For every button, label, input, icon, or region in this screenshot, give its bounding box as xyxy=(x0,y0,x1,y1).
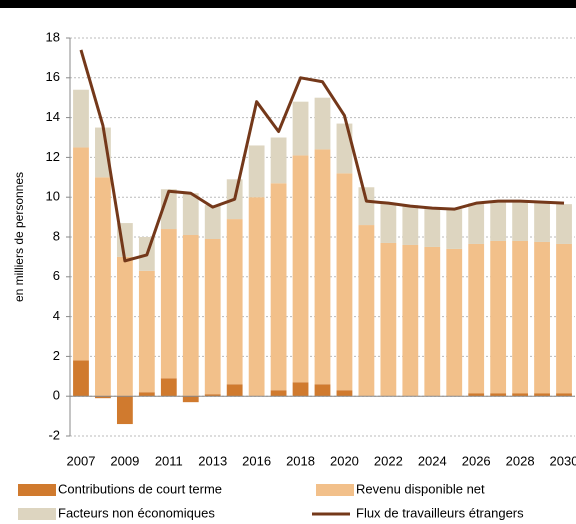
y-tick-label: 0 xyxy=(53,388,60,403)
x-tick-label: 2007 xyxy=(67,453,96,468)
x-tick-label: 2028 xyxy=(506,453,535,468)
bar-segment xyxy=(336,390,353,397)
bar-segment xyxy=(556,243,572,394)
bar-segment xyxy=(512,240,529,394)
bar-segment xyxy=(534,241,550,394)
bar-segment xyxy=(292,101,309,156)
x-tick-label: 2024 xyxy=(418,453,447,468)
top-rule xyxy=(0,0,576,8)
bar-segment xyxy=(468,243,485,394)
y-tick-label: 6 xyxy=(53,268,60,283)
x-tick-label: 2016 xyxy=(242,453,271,468)
legend-label: Facteurs non économiques xyxy=(58,505,215,520)
y-axis-label: en milliers de personnes xyxy=(12,172,26,302)
y-tick-label: 10 xyxy=(46,189,60,204)
bar-segment xyxy=(314,97,331,150)
x-tick-label: 2020 xyxy=(330,453,359,468)
legend-swatch xyxy=(18,508,56,520)
bar-segment xyxy=(160,378,177,397)
bar-segment xyxy=(95,177,111,397)
bar-segment xyxy=(95,396,111,399)
bar-segment xyxy=(73,360,89,397)
bar-segment xyxy=(534,202,550,242)
bar-segment xyxy=(204,205,221,239)
bar-segment xyxy=(204,238,221,395)
bar-segment xyxy=(402,244,419,397)
bar-segment xyxy=(380,242,397,397)
bar-segment xyxy=(270,183,287,391)
y-tick-label: 2 xyxy=(53,348,60,363)
bar-segment xyxy=(248,145,265,198)
x-tick-label: 2018 xyxy=(286,453,315,468)
x-tick-label: 2022 xyxy=(374,453,403,468)
bar-segment xyxy=(336,173,353,391)
bar-segment xyxy=(292,382,309,397)
bar-segment xyxy=(182,396,199,403)
bar-segment xyxy=(292,155,309,383)
x-tick-label: 2030 xyxy=(550,453,576,468)
bar-segment xyxy=(73,147,89,361)
y-tick-label: -2 xyxy=(48,427,60,442)
bar-segment xyxy=(358,225,375,397)
bar-segment xyxy=(424,246,441,397)
bar-segment xyxy=(358,187,375,226)
bar-segment xyxy=(73,89,89,148)
bar-segment xyxy=(556,204,572,244)
legend-label: Flux de travailleurs étrangers xyxy=(356,505,524,520)
y-tick-label: 4 xyxy=(53,308,60,323)
bar-segment xyxy=(204,394,221,397)
bar-segment xyxy=(446,248,463,397)
y-tick-label: 8 xyxy=(53,228,60,243)
line-series xyxy=(79,49,565,263)
bar-segment xyxy=(248,197,265,397)
bar-segment xyxy=(512,201,529,241)
bar-segment xyxy=(138,270,155,393)
legend-swatch xyxy=(18,484,56,496)
bar-segment xyxy=(182,235,199,397)
bar-segment xyxy=(490,240,507,394)
bar-segment xyxy=(160,229,177,379)
bar-segment xyxy=(182,193,199,236)
bar-segment xyxy=(490,201,507,241)
y-tick-label: 12 xyxy=(46,149,60,164)
bar-segment xyxy=(270,390,287,397)
x-tick-label: 2009 xyxy=(110,453,139,468)
bar-segment xyxy=(468,203,485,244)
bar-segment xyxy=(116,256,133,397)
bar-segment xyxy=(270,137,287,184)
y-tick-label: 18 xyxy=(46,29,60,44)
x-tick-label: 2026 xyxy=(462,453,491,468)
y-tick-label: 14 xyxy=(46,109,60,124)
bar-segment xyxy=(336,123,353,174)
bar-segment xyxy=(116,396,133,425)
bar-segment xyxy=(468,393,485,397)
bar-segment xyxy=(314,384,331,397)
bar-segment xyxy=(95,127,111,178)
bar-segment xyxy=(446,209,463,249)
bar-segment xyxy=(424,207,441,247)
bar-segment xyxy=(490,393,507,397)
bar-segment xyxy=(226,384,243,397)
y-tick-label: 16 xyxy=(46,69,60,84)
bar-segment xyxy=(226,219,243,385)
bar-segment xyxy=(534,393,550,397)
bar-segment xyxy=(314,149,331,385)
legend-label: Contributions de court terme xyxy=(58,481,222,496)
bar-segment xyxy=(556,393,572,397)
bar-segment xyxy=(138,392,155,397)
x-tick-label: 2011 xyxy=(155,453,183,468)
bar-segment xyxy=(380,203,397,243)
bar-segment xyxy=(512,393,529,397)
legend-swatch xyxy=(316,484,354,496)
legend-label: Revenu disponible net xyxy=(356,481,485,496)
x-tick-label: 2013 xyxy=(198,453,227,468)
bar-segment xyxy=(402,205,419,245)
